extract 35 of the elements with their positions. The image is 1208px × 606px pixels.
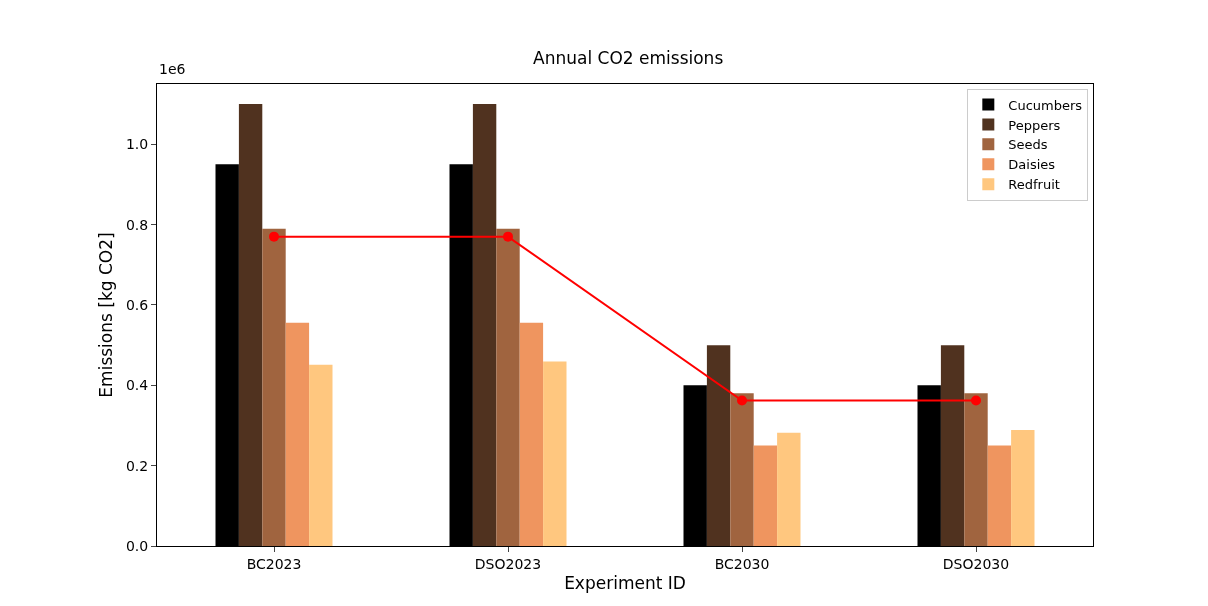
legend-label: Peppers xyxy=(1008,117,1061,133)
legend-label: Daisies xyxy=(1008,157,1056,173)
bar xyxy=(940,345,965,546)
bar xyxy=(543,361,567,546)
bar xyxy=(730,393,754,546)
y-tick-label: 0.2 xyxy=(125,457,149,474)
y-tick-label: 0.8 xyxy=(125,216,149,233)
x-tick-label: DSO2023 xyxy=(474,555,542,572)
y-tick-label: 0.0 xyxy=(125,537,149,554)
legend-label: Cucumbers xyxy=(1008,97,1083,113)
y-axis-title: Emissions [kg CO2] xyxy=(96,232,117,398)
y-tick-label: 0.4 xyxy=(125,377,149,394)
legend-label: Redfruit xyxy=(1008,177,1060,193)
bar xyxy=(309,364,333,546)
x-tick-label: BC2030 xyxy=(714,555,770,572)
bar xyxy=(964,393,988,546)
x-axis-title: Experiment ID xyxy=(564,573,686,594)
chart-title: Annual CO2 emissions xyxy=(533,47,724,68)
bar xyxy=(753,445,778,546)
x-tick-label: DSO2030 xyxy=(942,555,1010,572)
bar xyxy=(496,228,520,546)
bar xyxy=(1011,429,1035,546)
bar xyxy=(777,432,801,546)
bar xyxy=(238,104,263,546)
bar xyxy=(472,104,497,546)
legend-label: Seeds xyxy=(1008,137,1048,153)
x-tick-label: BC2023 xyxy=(246,555,302,572)
bar xyxy=(519,322,544,546)
bar xyxy=(706,345,731,546)
bar xyxy=(285,322,310,546)
text: 1e6 xyxy=(159,61,186,77)
bar xyxy=(987,445,1012,546)
bar xyxy=(262,228,286,546)
y-tick-label: 0.6 xyxy=(125,296,149,313)
y-tick-label: 1.0 xyxy=(125,136,149,153)
